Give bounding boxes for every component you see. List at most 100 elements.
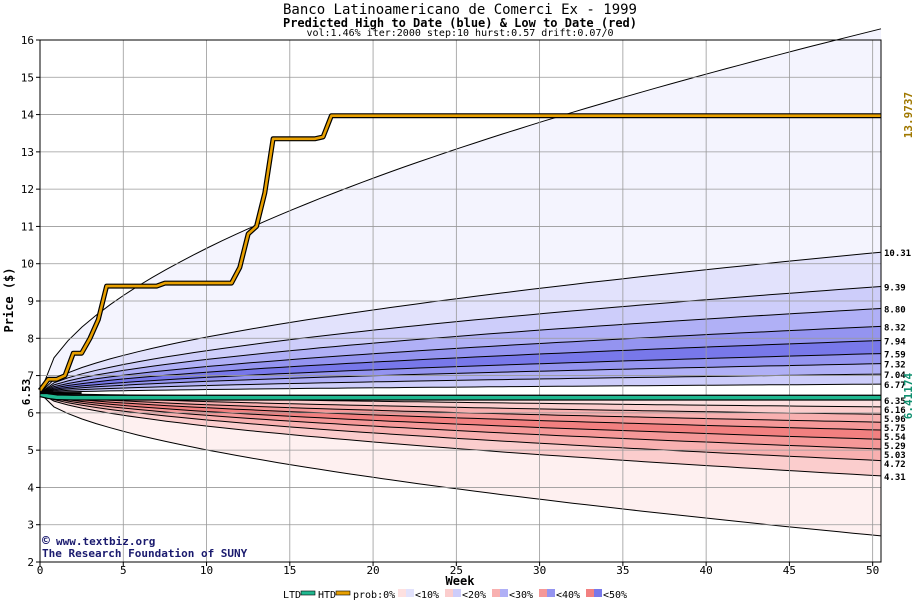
high-quantile-line-5 (39, 340, 882, 394)
htd-series-line (38, 114, 881, 392)
y-tick-label-3: 3 (27, 519, 34, 532)
legend-item-0: <10% (415, 590, 439, 600)
low-quantile-line-6 (39, 392, 882, 440)
y-tick-label-16: 16 (21, 34, 34, 47)
y-axis-label: Price ($) (2, 267, 16, 332)
chart-params: vol:1.46% iter:2000 step:10 hurst:0.57 d… (306, 28, 614, 39)
quantile-label-4.31: 4.31 (884, 473, 906, 483)
legend-item-1: <20% (462, 590, 486, 600)
legend-swatch-red-2 (492, 589, 500, 597)
x-tick-label-50: 50 (866, 564, 879, 577)
ltd-final-label: 6.41174 (902, 372, 915, 419)
watermark-url: www.textbiz.org (56, 535, 155, 548)
quantile-label-6.16: 6.16 (884, 406, 906, 416)
legend-item-4: <50% (603, 590, 627, 600)
y-tick-label-8: 8 (27, 332, 34, 345)
high-band-5 (40, 340, 881, 394)
chart-title: Banco Latinoamericano de Comerci Ex - 19… (282, 2, 637, 18)
x-tick-label-40: 40 (700, 564, 713, 577)
htd-final-label: 13.9737 (902, 92, 915, 138)
y-tick-label-7: 7 (27, 370, 34, 383)
high-band-0 (40, 28, 881, 394)
high-quantile-line-7 (39, 363, 882, 394)
x-tick-label-0: 0 (37, 564, 44, 577)
x-tick-label-20: 20 (366, 564, 379, 577)
x-axis-label: Week (446, 574, 476, 588)
legend-swatch-red-1 (445, 589, 453, 597)
high-quantile-line-6 (39, 353, 882, 394)
legend-items: <10% <20% <30% <40% <50% (398, 589, 627, 600)
y-tick-label-13: 13 (21, 146, 34, 159)
y-tick-label-11: 11 (21, 220, 34, 233)
legend-htd-label: HTD (318, 590, 336, 600)
x-tick-label-35: 35 (616, 564, 629, 577)
quantile-label-7.94: 7.94 (884, 338, 906, 348)
x-tick-label-45: 45 (783, 564, 796, 577)
low-band-8 (40, 393, 881, 476)
quantile-label-5.75: 5.75 (884, 424, 906, 434)
x-tick-label-25: 25 (450, 564, 463, 577)
quantile-label-6.35: 6.35 (884, 397, 906, 407)
high-quantile-line-0 (39, 28, 882, 394)
right-labels: 10.31 9.39 8.80 8.32 7.94 7.597.327.046.77 6.3… (884, 249, 911, 483)
high-band-1 (40, 252, 881, 394)
quantile-label-6.77: 6.77 (884, 381, 906, 391)
high-quantile-line-3 (39, 308, 882, 394)
low-quantile-line-8 (39, 392, 882, 462)
legend-ltd-swatch (300, 590, 316, 596)
quantile-label-5.03: 5.03 (884, 451, 906, 461)
low-band-7 (40, 393, 881, 461)
low-quantile-line-9 (39, 392, 882, 477)
legend-prob-label: prob:0% (353, 590, 395, 600)
y-tick-label-6: 6 (27, 407, 34, 420)
quantile-label-9.39: 9.39 (884, 283, 906, 293)
y-tick-label-9: 9 (27, 295, 34, 308)
high-band-4 (40, 326, 881, 394)
high-band-8 (40, 374, 881, 394)
high-band-6 (40, 353, 881, 394)
low-band-5 (40, 393, 881, 440)
high-band-3 (40, 308, 881, 394)
start-price-label: 6.53 (20, 379, 33, 406)
quantile-label-7.04: 7.04 (884, 371, 906, 381)
watermark: © www.textbiz.org The Research Foundatio… (42, 534, 248, 560)
legend-swatch-red-4 (586, 589, 594, 597)
low-band-4 (40, 393, 881, 430)
copyright-icon: © (42, 534, 50, 549)
y-tick-label-10: 10 (21, 258, 34, 271)
quantile-label-8.80: 8.80 (884, 305, 906, 315)
series-group (37, 113, 881, 401)
legend: LTD HTD prob:0% <10% <20% <30% <40% <50% (283, 589, 627, 600)
quantile-label-8.32: 8.32 (884, 323, 906, 333)
legend-ltd-label: LTD (283, 590, 301, 600)
legend-item-3: <40% (556, 590, 580, 600)
x-tick-label-15: 15 (283, 564, 296, 577)
high-quantile-line-2 (39, 286, 882, 394)
y-tick-label-4: 4 (27, 481, 34, 494)
low-quantile-line-0 (39, 392, 882, 537)
high-quantile-line-4 (39, 325, 882, 394)
quantile-label-5.29: 5.29 (884, 442, 906, 452)
high-band-2 (40, 286, 881, 394)
quantile-label-7.59: 7.59 (884, 351, 906, 361)
ltd-series-line (39, 392, 881, 400)
y-tick-label-2: 2 (27, 556, 34, 569)
y-tick-label-5: 5 (27, 444, 34, 457)
y-tick-label-15: 15 (21, 71, 34, 84)
legend-swatch-red-0 (398, 589, 406, 597)
legend-htd-swatch (335, 590, 351, 596)
x-tick-label-10: 10 (200, 564, 213, 577)
high-quantile-line-1 (39, 251, 882, 394)
quantile-label-7.32: 7.32 (884, 361, 906, 371)
legend-swatch-red-3 (539, 589, 547, 597)
high-quantile-line-9 (39, 383, 882, 394)
high-band-7 (40, 363, 881, 394)
x-tick-label-5: 5 (120, 564, 127, 577)
quantile-label-4.72: 4.72 (884, 460, 906, 470)
chart-subtitle: Predicted High to Date (blue) & Low to D… (282, 16, 637, 30)
watermark-org: The Research Foundation of SUNY (42, 547, 248, 560)
low-quantile-line-3 (39, 392, 882, 415)
quantile-label-5.96: 5.96 (884, 415, 906, 425)
legend-item-2: <30% (509, 590, 533, 600)
